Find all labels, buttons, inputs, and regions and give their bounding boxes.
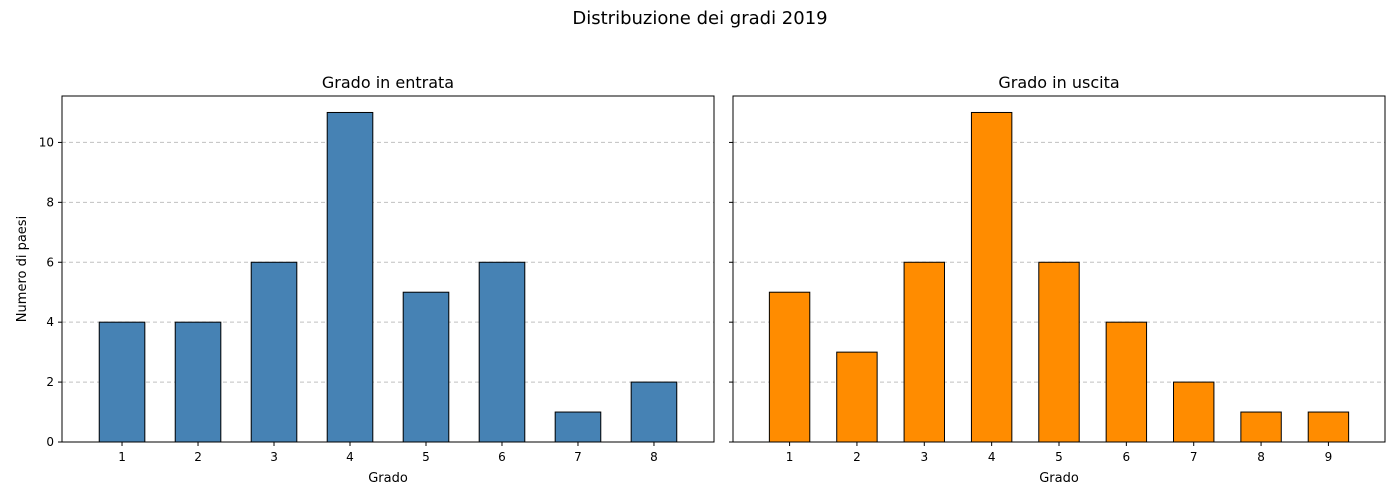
bar-8 [1240,411,1282,443]
bar-1 [768,291,811,443]
plot-area-out-degree: 1 2 3 4 5 6 7 8 9 [729,95,1386,464]
x-tick-label: 5 [422,450,430,464]
axes-frame [61,95,715,443]
x-axis-label-in-degree: Grado [368,471,408,486]
x-tick-label: 1 [786,450,794,464]
panel-out-degree: Grado in uscita Grado 1 2 3 4 5 6 7 8 9 [729,73,1386,486]
bar-2 [174,321,222,443]
x-tick-label: 3 [270,450,278,464]
bar-3 [903,261,945,443]
x-tick-label: 4 [988,450,996,464]
bar-7 [554,411,602,443]
bar-4 [970,111,1013,443]
y-tick-label: 0 [46,435,54,449]
y-tick-label: 4 [46,315,54,329]
bar-1 [98,321,146,443]
bar-5 [1038,261,1080,443]
bar-2 [836,351,878,443]
y-tick-label: 10 [39,135,54,149]
bar-3 [250,261,298,443]
x-tick-label: 5 [1055,450,1063,464]
bar-6 [478,261,526,443]
x-tick-label: 7 [574,450,582,464]
y-tick-label: 6 [46,255,54,269]
y-tick-label: 8 [46,195,54,209]
x-tick-label: 2 [853,450,861,464]
y-tick-label: 2 [46,375,54,389]
x-tick-label: 9 [1325,450,1333,464]
x-tick-label: 7 [1190,450,1198,464]
x-tick-label: 1 [118,450,126,464]
y-axis-label-in-degree: Numero di paesi [15,216,30,322]
bar-8 [630,381,678,443]
x-tick-label: 3 [920,450,928,464]
panel-title-out-degree: Grado in uscita [998,73,1119,92]
x-axis-label-out-degree: Grado [1039,471,1079,486]
bar-7 [1173,381,1215,443]
x-tick-label: 8 [650,450,658,464]
bar-9 [1307,411,1350,443]
x-tick-label: 8 [1257,450,1265,464]
x-tick-label: 6 [1123,450,1131,464]
x-tick-label: 4 [346,450,354,464]
panel-title-in-degree: Grado in entrata [322,73,454,92]
x-tick-label: 6 [498,450,506,464]
panel-in-degree: Grado in entrata Grado Numero di paesi 0… [15,73,715,486]
chart-suptitle: Distribuzione dei gradi 2019 [572,8,827,29]
bar-6 [1105,321,1148,443]
x-tick-label: 2 [194,450,202,464]
bar-5 [402,291,450,443]
bar-4 [326,111,374,443]
